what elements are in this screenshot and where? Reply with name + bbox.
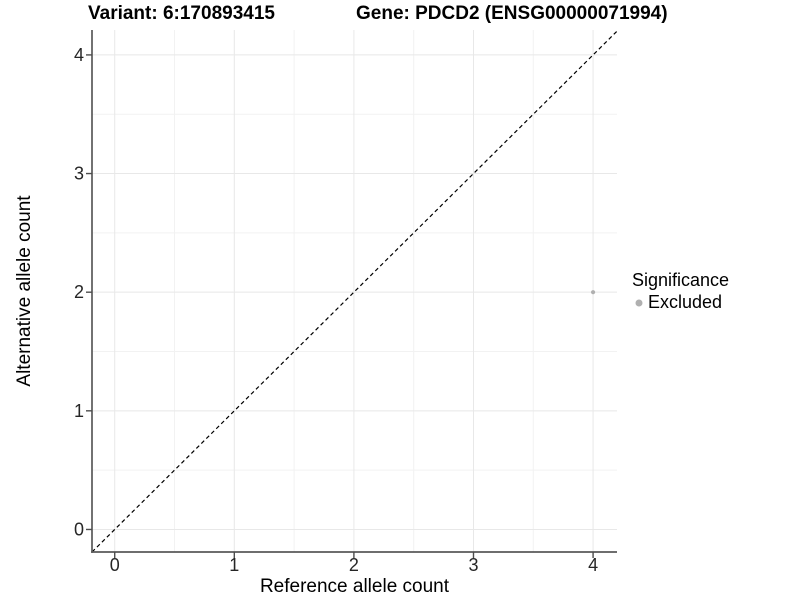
legend-item-label: Excluded <box>648 292 723 312</box>
legend: Significance Excluded <box>630 269 729 313</box>
data-point <box>590 290 596 295</box>
legend-key <box>635 299 643 306</box>
y-tick-label: 3 <box>74 164 84 184</box>
identity-reference-line <box>91 30 618 553</box>
legend-item-excluded: Excluded <box>630 292 729 313</box>
y-axis-title: Alternative allele count <box>14 195 35 387</box>
y-tick-label: 0 <box>74 519 84 539</box>
y-tick-label: 2 <box>74 282 84 302</box>
x-tick-label: 4 <box>588 555 598 575</box>
legend-point-icon <box>635 299 643 306</box>
legend-title: Significance <box>632 270 730 290</box>
x-tick-label: 0 <box>110 555 120 575</box>
plot-title-variant: Variant: 6:170893415 <box>88 3 275 24</box>
x-tick-label: 1 <box>229 555 239 575</box>
y-tick-label: 1 <box>74 401 84 421</box>
y-tick-label: 4 <box>74 45 84 65</box>
x-tick-label: 2 <box>349 555 359 575</box>
x-axis-title: Reference allele count <box>259 576 450 597</box>
plot-title-gene: Gene: PDCD2 (ENSG00000071994) <box>356 3 668 24</box>
x-tick-label: 3 <box>468 555 478 575</box>
